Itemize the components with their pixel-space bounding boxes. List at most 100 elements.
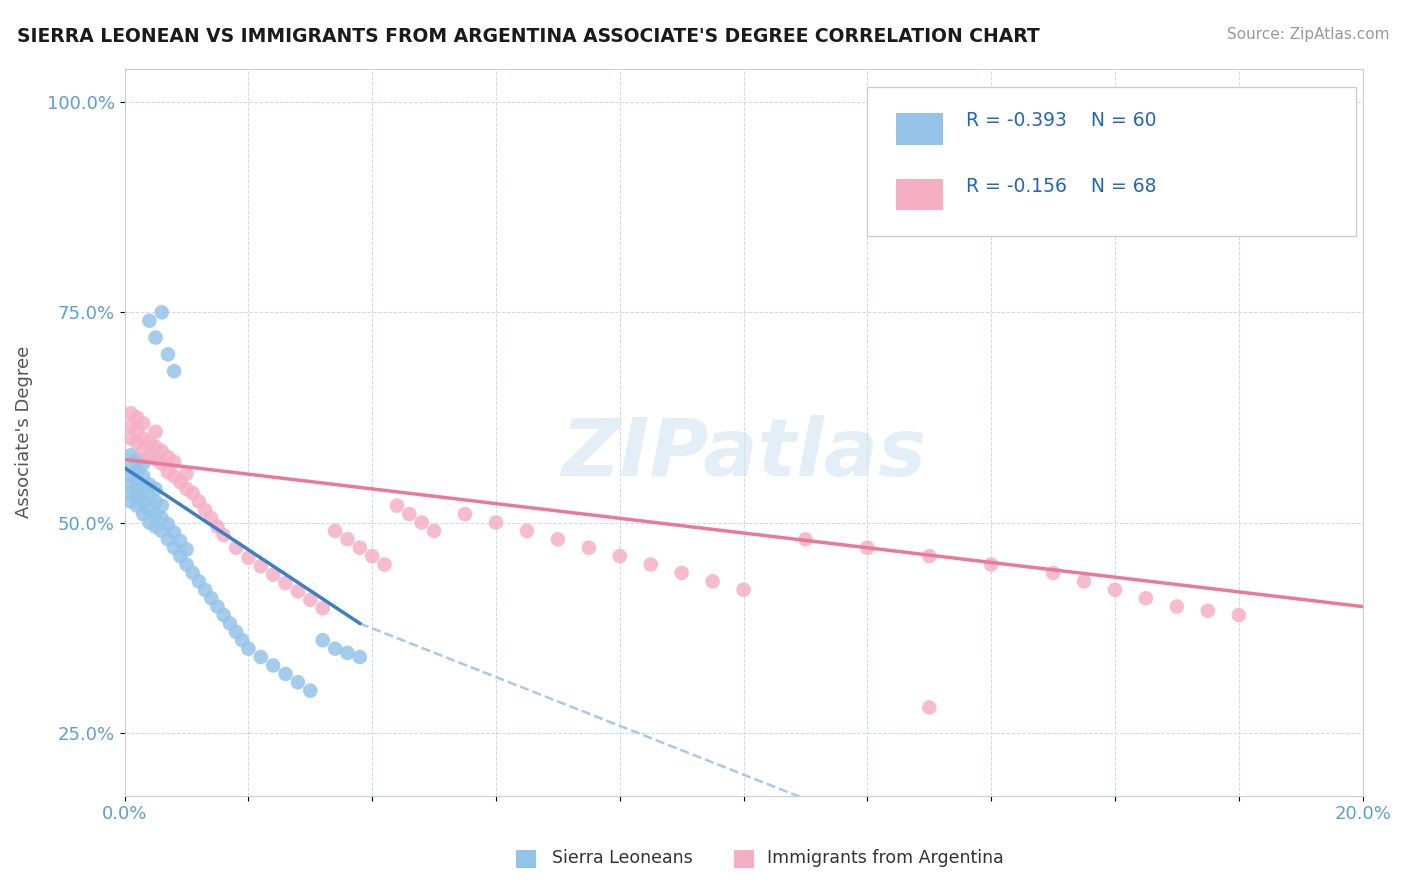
Point [150, 305, 173, 319]
Point [249, 559, 271, 574]
Text: Sierra Leoneans: Sierra Leoneans [541, 849, 693, 867]
Point [138, 314, 160, 328]
Point [156, 533, 179, 547]
Point [163, 469, 186, 483]
Point [1073, 574, 1095, 589]
Point [169, 534, 191, 549]
Point [145, 425, 167, 439]
Point [262, 658, 284, 673]
Point [132, 457, 155, 471]
Point [145, 507, 167, 521]
Point [1042, 566, 1064, 580]
Point [163, 525, 186, 540]
Point [120, 448, 142, 462]
Point [287, 675, 309, 690]
Point [138, 435, 160, 450]
Point [374, 558, 396, 572]
Point [299, 592, 322, 607]
Point [156, 347, 179, 361]
FancyBboxPatch shape [868, 87, 1357, 235]
Point [138, 448, 160, 462]
Point [150, 499, 173, 513]
Point [516, 524, 538, 538]
Point [132, 432, 155, 446]
Point [156, 517, 179, 532]
Point [194, 582, 217, 597]
Point [125, 410, 148, 425]
Point [176, 558, 198, 572]
Point [150, 457, 173, 471]
Point [132, 444, 155, 458]
Point [125, 474, 148, 488]
Point [349, 650, 371, 665]
Point [336, 646, 359, 660]
Point [163, 541, 186, 555]
Point [212, 528, 235, 542]
Point [187, 494, 209, 508]
Point [132, 507, 155, 521]
Point [794, 533, 817, 547]
Point [120, 406, 142, 420]
Point [231, 633, 253, 648]
Point [145, 440, 167, 454]
Point [287, 584, 309, 599]
Text: ZIPatlas: ZIPatlas [561, 415, 927, 493]
Point [169, 475, 191, 490]
Point [120, 418, 142, 433]
Point [138, 516, 160, 530]
Point [238, 550, 260, 565]
Point [207, 519, 229, 533]
Point [181, 566, 204, 580]
Text: Immigrants from Argentina: Immigrants from Argentina [756, 849, 1004, 867]
Point [411, 516, 433, 530]
Point [323, 524, 346, 538]
Point [361, 549, 384, 563]
Point [138, 477, 160, 491]
Point [163, 455, 186, 469]
Point [733, 582, 755, 597]
Point [150, 444, 173, 458]
Point [312, 601, 335, 615]
Point [181, 486, 204, 500]
Point [336, 533, 359, 547]
Point [176, 482, 198, 496]
Point [274, 576, 297, 591]
Point [120, 494, 142, 508]
Point [125, 435, 148, 450]
Point [132, 417, 155, 431]
Point [145, 494, 167, 508]
FancyBboxPatch shape [896, 113, 943, 145]
Point [132, 494, 155, 508]
Point [150, 511, 173, 525]
Point [145, 452, 167, 467]
Y-axis label: Associate's Degree: Associate's Degree [15, 346, 32, 518]
Point [249, 650, 271, 665]
Point [1104, 582, 1126, 597]
Point [262, 567, 284, 582]
Point [398, 507, 420, 521]
Point [918, 700, 941, 714]
Point [918, 549, 941, 563]
Point [145, 482, 167, 496]
Point [225, 624, 247, 639]
Point [132, 469, 155, 483]
Point [176, 467, 198, 481]
Text: R = -0.393    N = 60: R = -0.393 N = 60 [966, 112, 1157, 130]
Point [547, 533, 569, 547]
Text: R = -0.156    N = 68: R = -0.156 N = 68 [966, 177, 1157, 196]
Point [120, 486, 142, 500]
Point [212, 607, 235, 622]
Point [125, 482, 148, 496]
Point [150, 524, 173, 538]
Point [671, 566, 693, 580]
Point [125, 491, 148, 505]
Point [138, 503, 160, 517]
Point [218, 616, 240, 631]
Point [702, 574, 724, 589]
Point [120, 469, 142, 483]
Point [145, 330, 167, 344]
Point [200, 511, 222, 525]
Point [323, 641, 346, 656]
Point [125, 452, 148, 467]
Point [454, 507, 477, 521]
